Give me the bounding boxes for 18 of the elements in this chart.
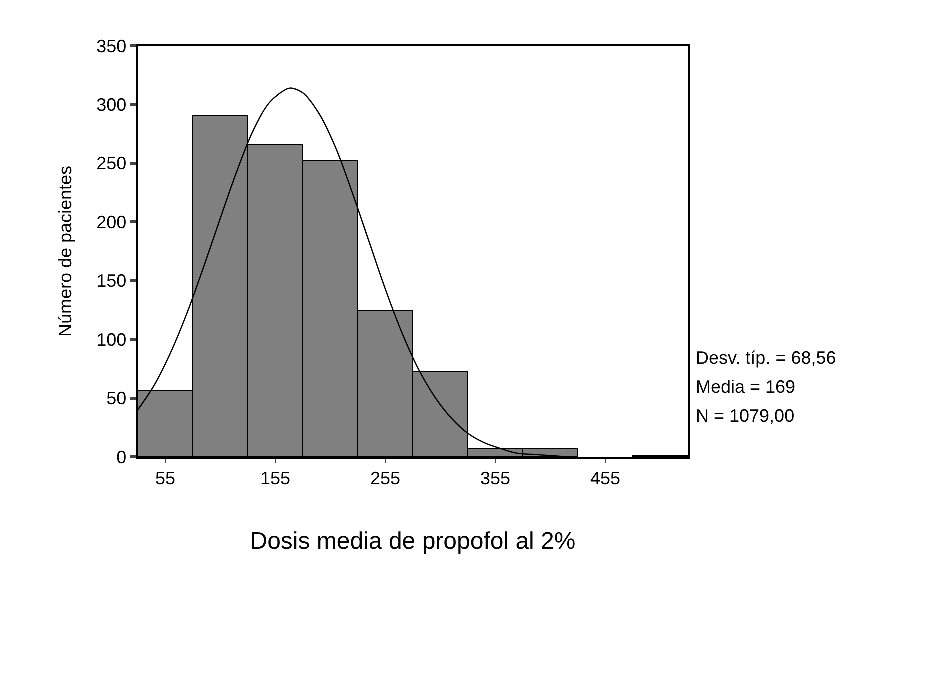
- y-tick-label: 350: [96, 36, 127, 56]
- x-tick-label: 55: [155, 468, 176, 488]
- y-tick-label: 100: [96, 330, 127, 350]
- y-tick-label: 0: [116, 447, 127, 468]
- text: Media = 169: [696, 377, 796, 397]
- x-tick-label: 455: [590, 468, 621, 488]
- x-tick-label: 155: [260, 468, 291, 488]
- x-tick-label: 355: [480, 468, 511, 488]
- y-tick-label: 250: [96, 154, 127, 174]
- y-tick-label: 300: [96, 95, 127, 116]
- y-tick-label: 50: [106, 388, 127, 409]
- y-tick-label: 150: [96, 271, 127, 292]
- y-axis-title: Número de pacientes: [55, 166, 76, 338]
- x-axis-title: Dosis media de propofol al 2%: [250, 528, 576, 556]
- x-tick-label: 255: [370, 468, 401, 488]
- y-tick-label: 200: [96, 212, 127, 232]
- text: Desv. típ. = 68,56: [696, 348, 836, 368]
- text: N = 1079,00: [696, 406, 795, 426]
